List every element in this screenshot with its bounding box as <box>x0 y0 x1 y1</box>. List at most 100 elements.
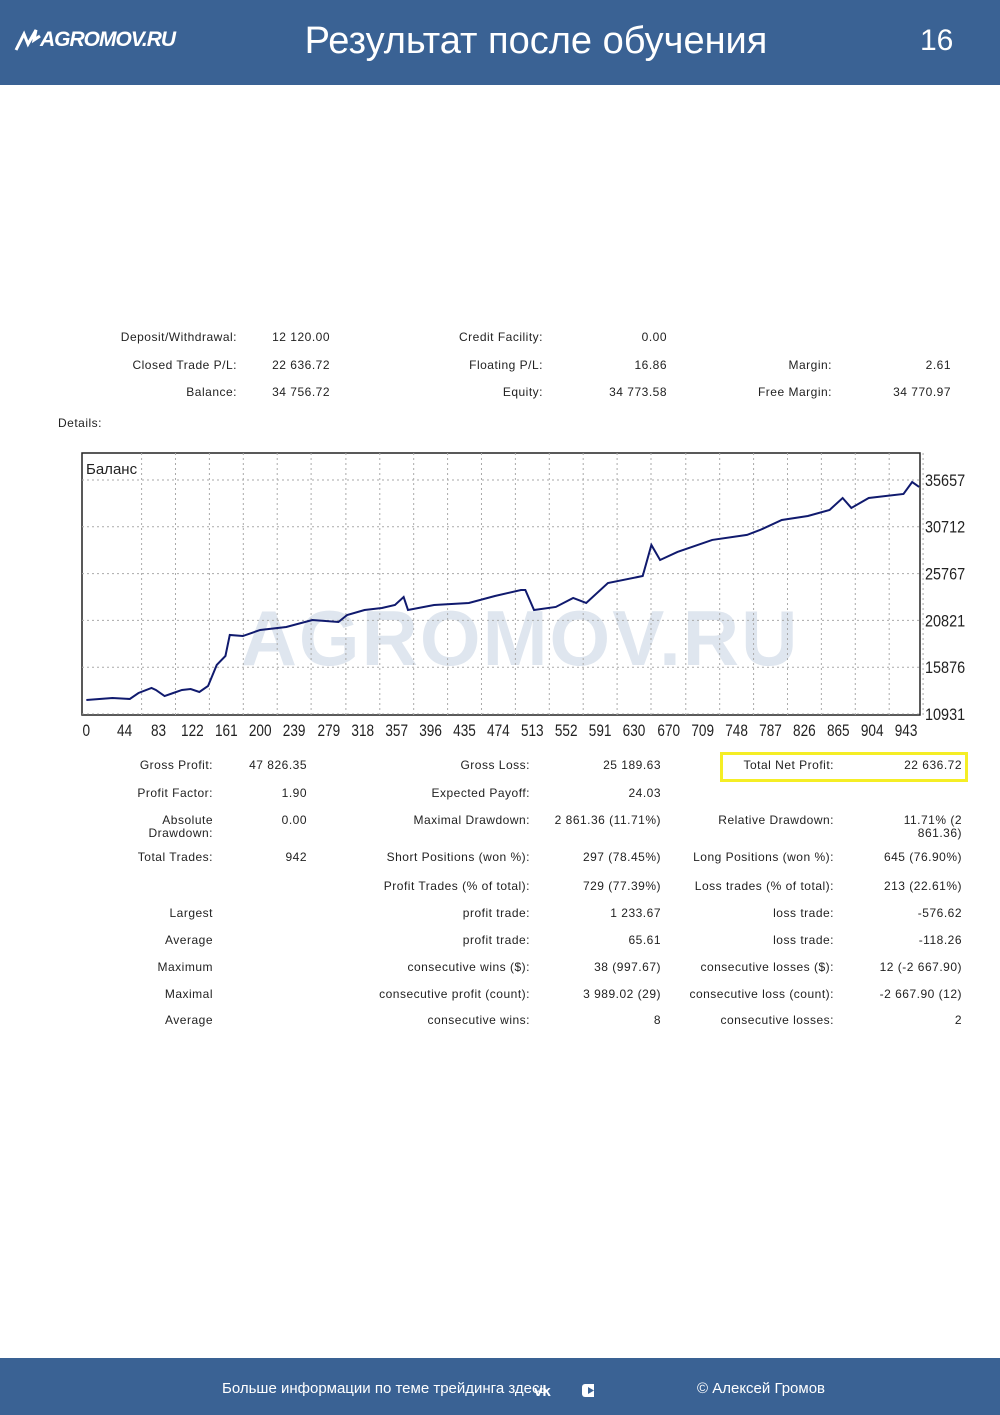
summary-label: Equity: <box>502 385 543 399</box>
stat-label: consecutive losses ($): <box>700 960 834 974</box>
stat-value: 297 (78.45%) <box>582 850 661 864</box>
summary-value: 12 120.00 <box>272 330 330 344</box>
plot-frame <box>81 452 921 716</box>
stat-label: consecutive losses: <box>720 1013 834 1027</box>
stat-value: 65.61 <box>628 933 661 947</box>
stat-label: Maximal <box>164 987 213 1001</box>
summary-value: 16.86 <box>634 358 667 372</box>
x-tick-label: 239 <box>283 722 306 741</box>
x-tick-label: 787 <box>759 722 782 741</box>
stat-label: consecutive profit (count): <box>379 987 530 1001</box>
x-tick-label: 161 <box>215 722 238 741</box>
stat-label: profit trade: <box>462 933 530 947</box>
stat-label: Short Positions (won %): <box>386 850 530 864</box>
summary-value: 2.61 <box>925 358 951 372</box>
x-tick-label: 44 <box>117 722 133 741</box>
footer-info: Больше информации по теме трейдинга здес… <box>222 1380 548 1397</box>
logo-icon <box>14 29 41 51</box>
header: AGROMOV.RU Результат после обучения 16 <box>0 0 1000 85</box>
x-tick-label: 670 <box>657 722 680 741</box>
x-tick-label: 396 <box>419 722 442 741</box>
stat-value: 24.03 <box>628 786 661 800</box>
stat-label: loss trade: <box>773 933 834 947</box>
x-tick-label: 474 <box>487 722 510 741</box>
summary-value: 22 636.72 <box>272 358 330 372</box>
watermark: AGROMOV.RU <box>241 594 800 682</box>
summary-value: 34 756.72 <box>272 385 330 399</box>
stat-value: 942 <box>285 850 307 864</box>
footer: Больше информации по теме трейдинга здес… <box>0 1358 1000 1415</box>
x-tick-label: 943 <box>895 722 918 741</box>
summary-value: 0.00 <box>641 330 667 344</box>
y-tick-label: 15876 <box>925 659 965 677</box>
stat-label: Profit Trades (% of total): <box>383 879 530 893</box>
summary-label: Closed Trade P/L: <box>132 358 237 372</box>
summary-label: Deposit/Withdrawal: <box>120 330 237 344</box>
highlight-box <box>720 752 968 782</box>
x-tick-label: 591 <box>589 722 612 741</box>
stat-label: profit trade: <box>462 906 530 920</box>
x-tick-label: 904 <box>861 722 884 741</box>
x-tick-label: 435 <box>453 722 476 741</box>
stat-value: 1 233.67 <box>610 906 661 920</box>
summary-label: Free Margin: <box>757 385 832 399</box>
x-tick-label: 709 <box>691 722 714 741</box>
x-tick-label: 630 <box>623 722 646 741</box>
stat-label: Total Trades: <box>137 850 213 864</box>
stat-label: consecutive loss (count): <box>689 987 834 1001</box>
stat-label: Total Net Profit: <box>743 758 834 772</box>
x-tick-label: 357 <box>385 722 408 741</box>
x-tick-label: 0 <box>83 722 91 741</box>
x-tick-label: 826 <box>793 722 816 741</box>
balance-line <box>86 480 920 702</box>
summary-label: Credit Facility: <box>458 330 543 344</box>
stat-label: Maximum <box>157 960 213 974</box>
y-tick-label: 25767 <box>925 566 965 584</box>
stat-value: 38 (997.67) <box>594 960 661 974</box>
stat-value: 12 (-2 667.90) <box>879 960 962 974</box>
chart-title: Баланс <box>86 461 138 478</box>
stat-value: 729 (77.39%) <box>582 879 661 893</box>
stat-label: consecutive wins: <box>427 1013 530 1027</box>
stat-value: 8 <box>653 1013 661 1027</box>
logo: AGROMOV.RU <box>40 28 176 51</box>
summary-label: Floating P/L: <box>469 358 543 372</box>
stat-label: Relative Drawdown: <box>718 813 834 827</box>
stat-label: loss trade: <box>773 906 834 920</box>
stat-label: consecutive wins ($): <box>407 960 530 974</box>
stat-value: 1.90 <box>281 786 307 800</box>
stat-label: Expected Payoff: <box>431 786 530 800</box>
y-tick-label: 20821 <box>925 612 965 630</box>
y-tick-label: 30712 <box>925 519 965 537</box>
stat-value: -118.26 <box>918 933 962 947</box>
stat-value: 3 989.02 (29) <box>583 987 661 1001</box>
stat-label: Profit Factor: <box>137 786 213 800</box>
x-tick-label: 200 <box>249 722 272 741</box>
stat-value: 2 <box>954 1013 962 1027</box>
stat-label: Largest <box>169 906 213 920</box>
svg-text:vk: vk <box>534 1383 551 1400</box>
stat-value: 11.71% (2 861.36) <box>903 813 962 840</box>
summary-label: Margin: <box>788 358 832 372</box>
stat-value: 0.00 <box>281 813 307 827</box>
x-tick-label: 279 <box>318 722 341 741</box>
page-number: 16 <box>920 24 954 57</box>
stat-value: 47 826.35 <box>249 758 307 772</box>
summary-value: 34 773.58 <box>609 385 667 399</box>
stat-label: Absolute Drawdown: <box>148 813 213 840</box>
summary-value: 34 770.97 <box>893 385 951 399</box>
stat-label: Maximal Drawdown: <box>413 813 530 827</box>
summary-label: Balance: <box>186 385 237 399</box>
x-tick-label: 83 <box>151 722 166 741</box>
copyright: © Алексей Громов <box>697 1380 826 1397</box>
stat-label: Average <box>165 933 213 947</box>
stat-label: Average <box>165 1013 213 1027</box>
stat-label: Long Positions (won %): <box>693 850 834 864</box>
details-label: Details: <box>58 416 103 430</box>
social-icons[interactable]: vk <box>534 1381 594 1401</box>
stat-value: -2 667.90 (12) <box>879 987 962 1001</box>
y-tick-label: 35657 <box>925 472 965 490</box>
x-tick-label: 513 <box>521 722 544 741</box>
x-tick-label: 318 <box>351 722 374 741</box>
